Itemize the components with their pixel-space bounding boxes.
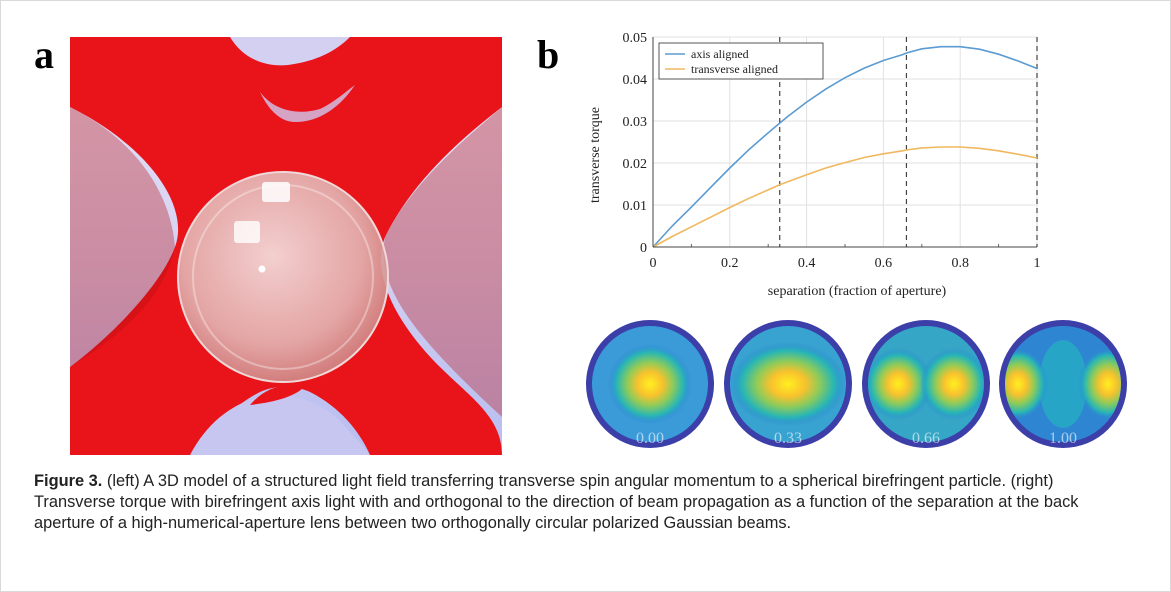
x-tick-label: 0 — [650, 256, 657, 271]
chart-axes — [652, 37, 1037, 248]
legend-label-1: transverse aligned — [691, 62, 778, 76]
pupil-map-3: 1.00 — [999, 320, 1127, 448]
chart-grid — [652, 36, 1038, 248]
pupil-label-2: 0.66 — [912, 430, 940, 447]
x-tick-label: 0.8 — [951, 256, 969, 271]
pupil-label-0: 0.00 — [636, 430, 664, 447]
pupil-map-1: 0.33 — [724, 320, 852, 448]
pupil-map-2: 0.66 — [862, 320, 990, 448]
figure-caption: Figure 3. (left) A 3D model of a structu… — [34, 471, 1139, 534]
chart-tick-labels: 0 0.2 0.4 0.6 0.8 1 0 0.01 0.02 0.03 0.04 0.05 — [623, 31, 1041, 271]
chart-vertical-markers — [779, 37, 1038, 247]
y-tick-label: 0.05 — [623, 31, 648, 46]
panel-b-label: b — [537, 32, 560, 77]
x-tick-label: 0.2 — [721, 256, 739, 271]
x-tick-label: 0.6 — [875, 256, 893, 271]
sphere-highlight — [262, 182, 290, 202]
sphere-highlight-2 — [234, 221, 260, 243]
y-tick-label: 0.02 — [623, 157, 648, 172]
legend-box — [658, 42, 824, 80]
torque-chart: 0 0.2 0.4 0.6 0.8 1 0 0.01 0.02 0.03 0.04 0.05 sepa… — [588, 31, 1041, 299]
y-tick-label: 0.03 — [623, 115, 648, 130]
x-tick-label: 0.4 — [798, 256, 816, 271]
structured-light-model-image — [70, 37, 502, 455]
x-axis-label: separation (fraction of aperture) — [768, 284, 947, 299]
x-tick-label: 1 — [1034, 256, 1041, 271]
bottom-gap-shape — [190, 394, 370, 455]
chart-series — [652, 45, 1038, 248]
pupil-label-3: 1.00 — [1049, 430, 1077, 447]
birefringent-particle — [177, 171, 389, 383]
top-gap-shape-2 — [260, 85, 355, 122]
bottom-notch — [250, 385, 302, 405]
top-gap-shape — [230, 37, 350, 66]
sphere-spot — [258, 265, 266, 273]
panel-a-label: a — [34, 32, 54, 77]
pupil-map-0: 0.00 — [586, 320, 714, 448]
caption-label: Figure 3. — [34, 472, 103, 490]
y-tick-label: 0.04 — [623, 73, 648, 88]
y-axis-label: transverse torque — [588, 107, 603, 203]
pupil-intensity-maps: 0.00 0.33 0.66 — [586, 320, 1127, 448]
pupil-label-1: 0.33 — [774, 430, 802, 447]
caption-text: (left) A 3D model of a structured light … — [34, 472, 1079, 532]
legend-label-0: axis aligned — [691, 47, 749, 61]
y-tick-label: 0 — [640, 241, 647, 256]
series-line-1 — [652, 146, 1038, 248]
series-line-0 — [652, 45, 1038, 248]
y-tick-label: 0.01 — [623, 199, 648, 214]
